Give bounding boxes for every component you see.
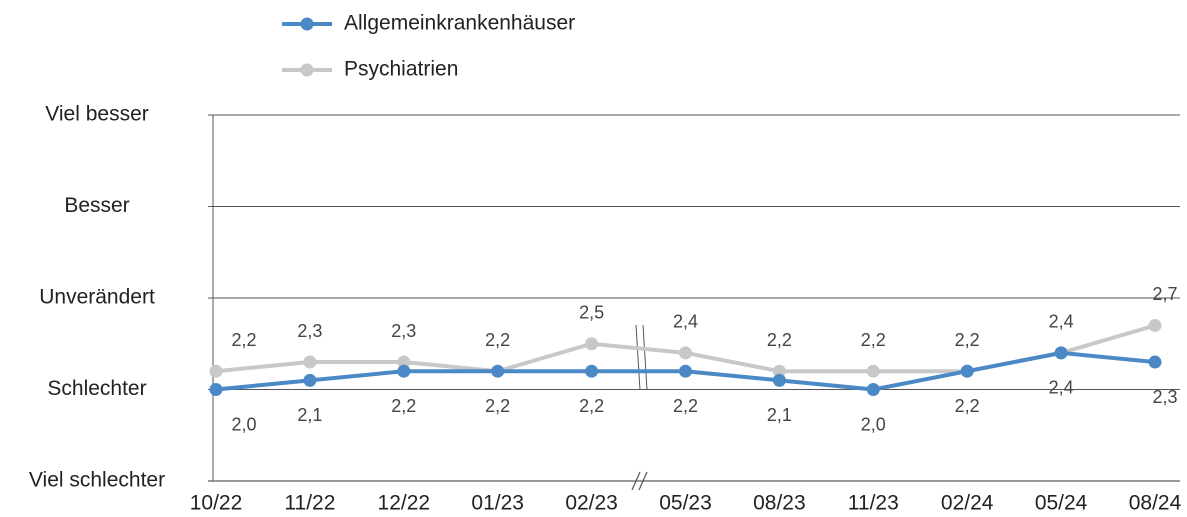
marker — [772, 373, 786, 387]
data-label: 2,2 — [391, 396, 416, 416]
data-label: 2,2 — [579, 396, 604, 416]
x-tick-label: 10/22 — [190, 492, 243, 515]
data-label: 2,3 — [1152, 387, 1177, 407]
x-tick-label: 12/22 — [378, 492, 431, 515]
marker — [1148, 318, 1162, 332]
marker — [679, 346, 692, 360]
y-tick-label: Unverändert — [39, 286, 155, 309]
marker — [303, 373, 317, 387]
y-tick-label: Schlechter — [47, 377, 146, 400]
axis-break — [631, 324, 648, 491]
data-label: 2,0 — [861, 414, 886, 434]
data-label: 2,4 — [1049, 312, 1074, 332]
marker — [679, 364, 692, 378]
y-tick-label: Besser — [64, 194, 129, 217]
legend-label: Allgemeinkrankenhäuser — [344, 12, 575, 35]
marker — [491, 364, 505, 378]
x-tick-label: 05/24 — [1035, 492, 1088, 515]
data-label: 2,2 — [485, 396, 510, 416]
data-label: 2,3 — [297, 321, 322, 341]
marker — [1054, 346, 1068, 360]
marker — [1148, 355, 1162, 369]
x-tick-label: 11/23 — [848, 492, 899, 515]
marker — [209, 383, 223, 396]
marker — [866, 383, 880, 396]
marker — [585, 337, 599, 351]
marker — [209, 364, 223, 378]
x-tick-label: 02/24 — [941, 492, 994, 515]
x-tick-label: 08/23 — [753, 492, 806, 515]
legend-marker — [300, 17, 314, 31]
data-label: 2,1 — [767, 405, 792, 425]
marker — [960, 364, 974, 378]
data-label: 2,2 — [955, 396, 980, 416]
data-label: 2,2 — [861, 330, 886, 350]
marker — [772, 364, 786, 378]
marker — [303, 355, 317, 369]
x-tick-label: 08/24 — [1129, 492, 1182, 515]
data-label: 2,2 — [767, 330, 792, 350]
marker — [397, 355, 411, 369]
legend-label: Psychiatrien — [344, 58, 458, 81]
y-tick-label: Viel besser — [45, 103, 149, 126]
x-tick-label: 02/23 — [565, 492, 618, 515]
data-label: 2,1 — [297, 405, 322, 425]
data-label: 2,2 — [231, 330, 256, 350]
data-label: 2,3 — [391, 321, 416, 341]
data-label: 2,4 — [1049, 378, 1074, 398]
marker — [585, 364, 599, 378]
marker — [397, 364, 411, 378]
data-label: 2,4 — [673, 312, 698, 332]
x-tick-label: 05/23 — [659, 492, 712, 515]
data-label: 2,7 — [1152, 284, 1177, 304]
data-label: 2,5 — [579, 303, 604, 323]
data-label: 2,2 — [673, 396, 698, 416]
y-tick-label: Viel schlechter — [29, 469, 165, 492]
x-tick-label: 11/22 — [284, 492, 335, 515]
data-label: 2,2 — [955, 330, 980, 350]
x-tick-label: 01/23 — [471, 492, 524, 515]
marker — [866, 364, 880, 378]
data-label: 2,2 — [485, 330, 510, 350]
data-label: 2,0 — [231, 414, 256, 434]
legend-marker — [300, 63, 314, 77]
